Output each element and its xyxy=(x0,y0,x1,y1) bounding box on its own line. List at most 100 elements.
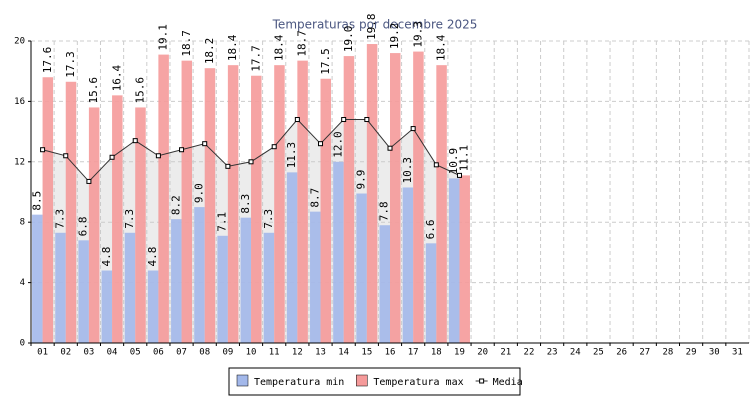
legend-label: Temperatura max xyxy=(373,377,463,388)
bar xyxy=(181,60,193,343)
bar xyxy=(379,225,390,343)
bar xyxy=(297,60,308,343)
media-marker xyxy=(63,153,69,159)
x-tick-label: 22 xyxy=(524,348,535,358)
x-tick-label: 31 xyxy=(732,348,743,358)
bar xyxy=(402,187,414,343)
data-label: 8.3 xyxy=(239,194,252,214)
bar xyxy=(436,65,447,343)
chart-title: Temperaturas por decembre 2025 xyxy=(272,18,478,32)
x-tick-label: 11 xyxy=(269,348,280,358)
bar xyxy=(366,44,378,344)
bar xyxy=(320,78,332,343)
data-label: 17.6 xyxy=(41,47,54,73)
media-marker xyxy=(271,144,277,150)
media-marker xyxy=(86,178,92,184)
x-tick-label: 10 xyxy=(246,348,257,358)
media-marker xyxy=(132,138,138,144)
bar xyxy=(55,232,66,343)
bar xyxy=(240,217,252,343)
bar xyxy=(65,81,77,344)
media-marker xyxy=(318,141,324,147)
bar xyxy=(251,75,262,343)
media-marker xyxy=(433,162,439,168)
data-label: 12.0 xyxy=(331,131,344,158)
data-label: 8.7 xyxy=(308,188,321,208)
media-marker xyxy=(155,153,161,159)
bar xyxy=(356,193,367,343)
bar xyxy=(171,219,182,343)
data-label: 17.5 xyxy=(319,48,332,75)
bar xyxy=(42,77,54,344)
bar xyxy=(286,172,298,343)
bar xyxy=(413,51,424,343)
bar xyxy=(425,243,437,343)
bar xyxy=(227,65,239,343)
y-tick-label: 16 xyxy=(14,97,25,107)
bar xyxy=(448,178,460,343)
data-label: 4.8 xyxy=(146,247,159,267)
bar xyxy=(310,211,321,343)
data-label: 10.3 xyxy=(401,157,414,184)
data-label: 18.4 xyxy=(435,34,448,61)
data-label: 7.3 xyxy=(262,209,275,229)
data-label: 19.8 xyxy=(365,14,378,41)
data-label: 4.8 xyxy=(100,247,113,267)
legend-swatch xyxy=(356,374,368,387)
data-label: 15.6 xyxy=(133,77,146,104)
x-tick-label: 18 xyxy=(431,348,442,358)
x-tick-label: 04 xyxy=(107,348,118,358)
x-tick-label: 27 xyxy=(639,348,650,358)
data-label: 6.8 xyxy=(77,216,90,236)
data-label: 6.6 xyxy=(424,219,437,239)
media-marker xyxy=(364,117,370,123)
data-label: 18.2 xyxy=(203,38,216,65)
data-label: 7.1 xyxy=(216,212,229,232)
legend-label: Media xyxy=(493,377,523,388)
bar xyxy=(88,107,100,343)
data-label: 9.0 xyxy=(192,183,205,203)
x-tick-label: 25 xyxy=(593,348,604,358)
data-label: 16.4 xyxy=(110,64,123,91)
data-label: 11.1 xyxy=(458,145,471,172)
x-tick-label: 28 xyxy=(663,348,674,358)
legend: Temperatura min Temperatura max Media xyxy=(228,367,523,396)
y-tick-label: 8 xyxy=(20,218,25,228)
bar xyxy=(263,232,275,343)
x-tick-label: 26 xyxy=(616,348,627,358)
x-tick-label: 12 xyxy=(292,348,303,358)
data-label: 19.3 xyxy=(411,21,424,48)
media-marker xyxy=(294,117,300,123)
media-marker xyxy=(387,145,393,151)
media-marker xyxy=(341,117,347,123)
data-label: 19.0 xyxy=(342,26,355,53)
bar xyxy=(147,270,159,343)
media-marker xyxy=(202,141,208,147)
x-tick-label: 09 xyxy=(222,348,233,358)
x-tick-label: 30 xyxy=(709,348,720,358)
legend-box xyxy=(228,367,521,396)
legend-swatch-marker xyxy=(479,378,485,384)
bar xyxy=(194,207,205,343)
bar xyxy=(101,270,113,343)
bar xyxy=(32,214,43,343)
bar xyxy=(343,56,355,343)
bar xyxy=(333,161,344,343)
bar xyxy=(158,54,169,344)
data-label: 18.4 xyxy=(272,34,285,61)
x-tick-label: 05 xyxy=(130,348,141,358)
x-tick-label: 08 xyxy=(199,348,210,358)
data-label: 8.2 xyxy=(169,195,182,215)
data-label: 17.7 xyxy=(249,45,262,72)
y-tick-label: 0 xyxy=(20,339,25,349)
media-marker xyxy=(456,172,462,178)
x-tick-label: 21 xyxy=(500,348,511,358)
media-marker xyxy=(248,159,254,165)
y-tick-label: 4 xyxy=(20,278,25,288)
bar xyxy=(124,232,136,343)
x-tick-label: 24 xyxy=(570,348,581,358)
x-tick-label: 03 xyxy=(83,348,94,358)
x-tick-label: 23 xyxy=(547,348,558,358)
x-tick-label: 19 xyxy=(454,348,465,358)
